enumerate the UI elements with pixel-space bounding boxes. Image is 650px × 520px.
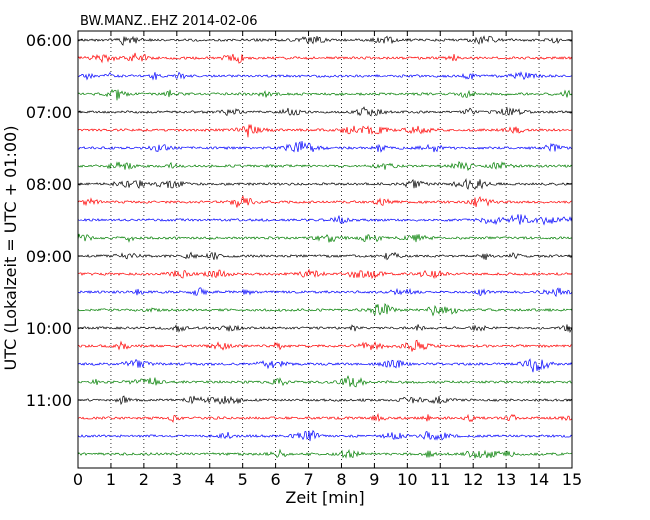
trace-8 (77, 178, 573, 190)
x-tick-label-15: 15 (562, 470, 582, 489)
y-tick-label-4: 10:00 (26, 319, 72, 338)
x-axis-label: Zeit [min] (285, 488, 364, 507)
trace-19 (77, 375, 573, 388)
x-tick-label-9: 9 (369, 470, 379, 489)
y-tick-label-5: 11:00 (26, 391, 72, 410)
x-tick-label-5: 5 (238, 470, 248, 489)
trace-22 (77, 429, 573, 442)
y-tick-label-1: 07:00 (26, 103, 72, 122)
seismic-traces (77, 35, 573, 459)
y-axis: 06:00 07:00 08:00 09:00 10:00 11:00 (26, 31, 572, 410)
trace-23 (77, 448, 573, 459)
y-axis-label: UTC (Lokalzeit = UTC + 01:00) (1, 126, 20, 371)
x-tick-label-13: 13 (496, 470, 516, 489)
trace-12 (77, 251, 573, 261)
plot-frame (77, 30, 573, 469)
trace-3 (77, 88, 573, 101)
trace-4 (77, 106, 573, 117)
trace-13 (77, 268, 573, 280)
x-tick-label-14: 14 (529, 470, 549, 489)
y-tick-label-2: 08:00 (26, 175, 72, 194)
trace-0 (77, 35, 573, 46)
trace-1 (77, 52, 573, 64)
chart-title: BW.MANZ..EHZ 2014-02-06 (80, 14, 258, 29)
x-tick-label-10: 10 (397, 470, 417, 489)
trace-21 (77, 412, 573, 423)
x-tick-label-4: 4 (205, 470, 215, 489)
trace-17 (77, 339, 573, 352)
x-tick-label-11: 11 (430, 470, 450, 489)
x-tick-label-1: 1 (106, 470, 116, 489)
x-tick-label-2: 2 (139, 470, 149, 489)
trace-15 (77, 303, 573, 317)
y-tick-label-3: 09:00 (26, 247, 72, 266)
trace-16 (77, 324, 573, 334)
trace-6 (77, 141, 573, 153)
y-tick-label-0: 06:00 (26, 31, 72, 50)
trace-10 (77, 214, 573, 226)
x-tick-label-0: 0 (73, 470, 83, 489)
trace-2 (77, 71, 573, 81)
trace-7 (77, 160, 573, 172)
trace-11 (77, 233, 573, 243)
x-tick-label-8: 8 (336, 470, 346, 489)
trace-18 (77, 358, 573, 373)
x-tick-label-6: 6 (271, 470, 281, 489)
trace-9 (77, 195, 573, 208)
x-tick-label-7: 7 (303, 470, 313, 489)
x-tick-label-3: 3 (172, 470, 182, 489)
grid-lines (110, 31, 540, 468)
x-axis: 0 1 2 3 4 5 6 7 8 9 10 11 12 13 14 15 (73, 31, 582, 489)
trace-14 (77, 287, 573, 298)
x-tick-label-12: 12 (463, 470, 483, 489)
trace-5 (77, 124, 573, 138)
trace-20 (77, 395, 573, 406)
